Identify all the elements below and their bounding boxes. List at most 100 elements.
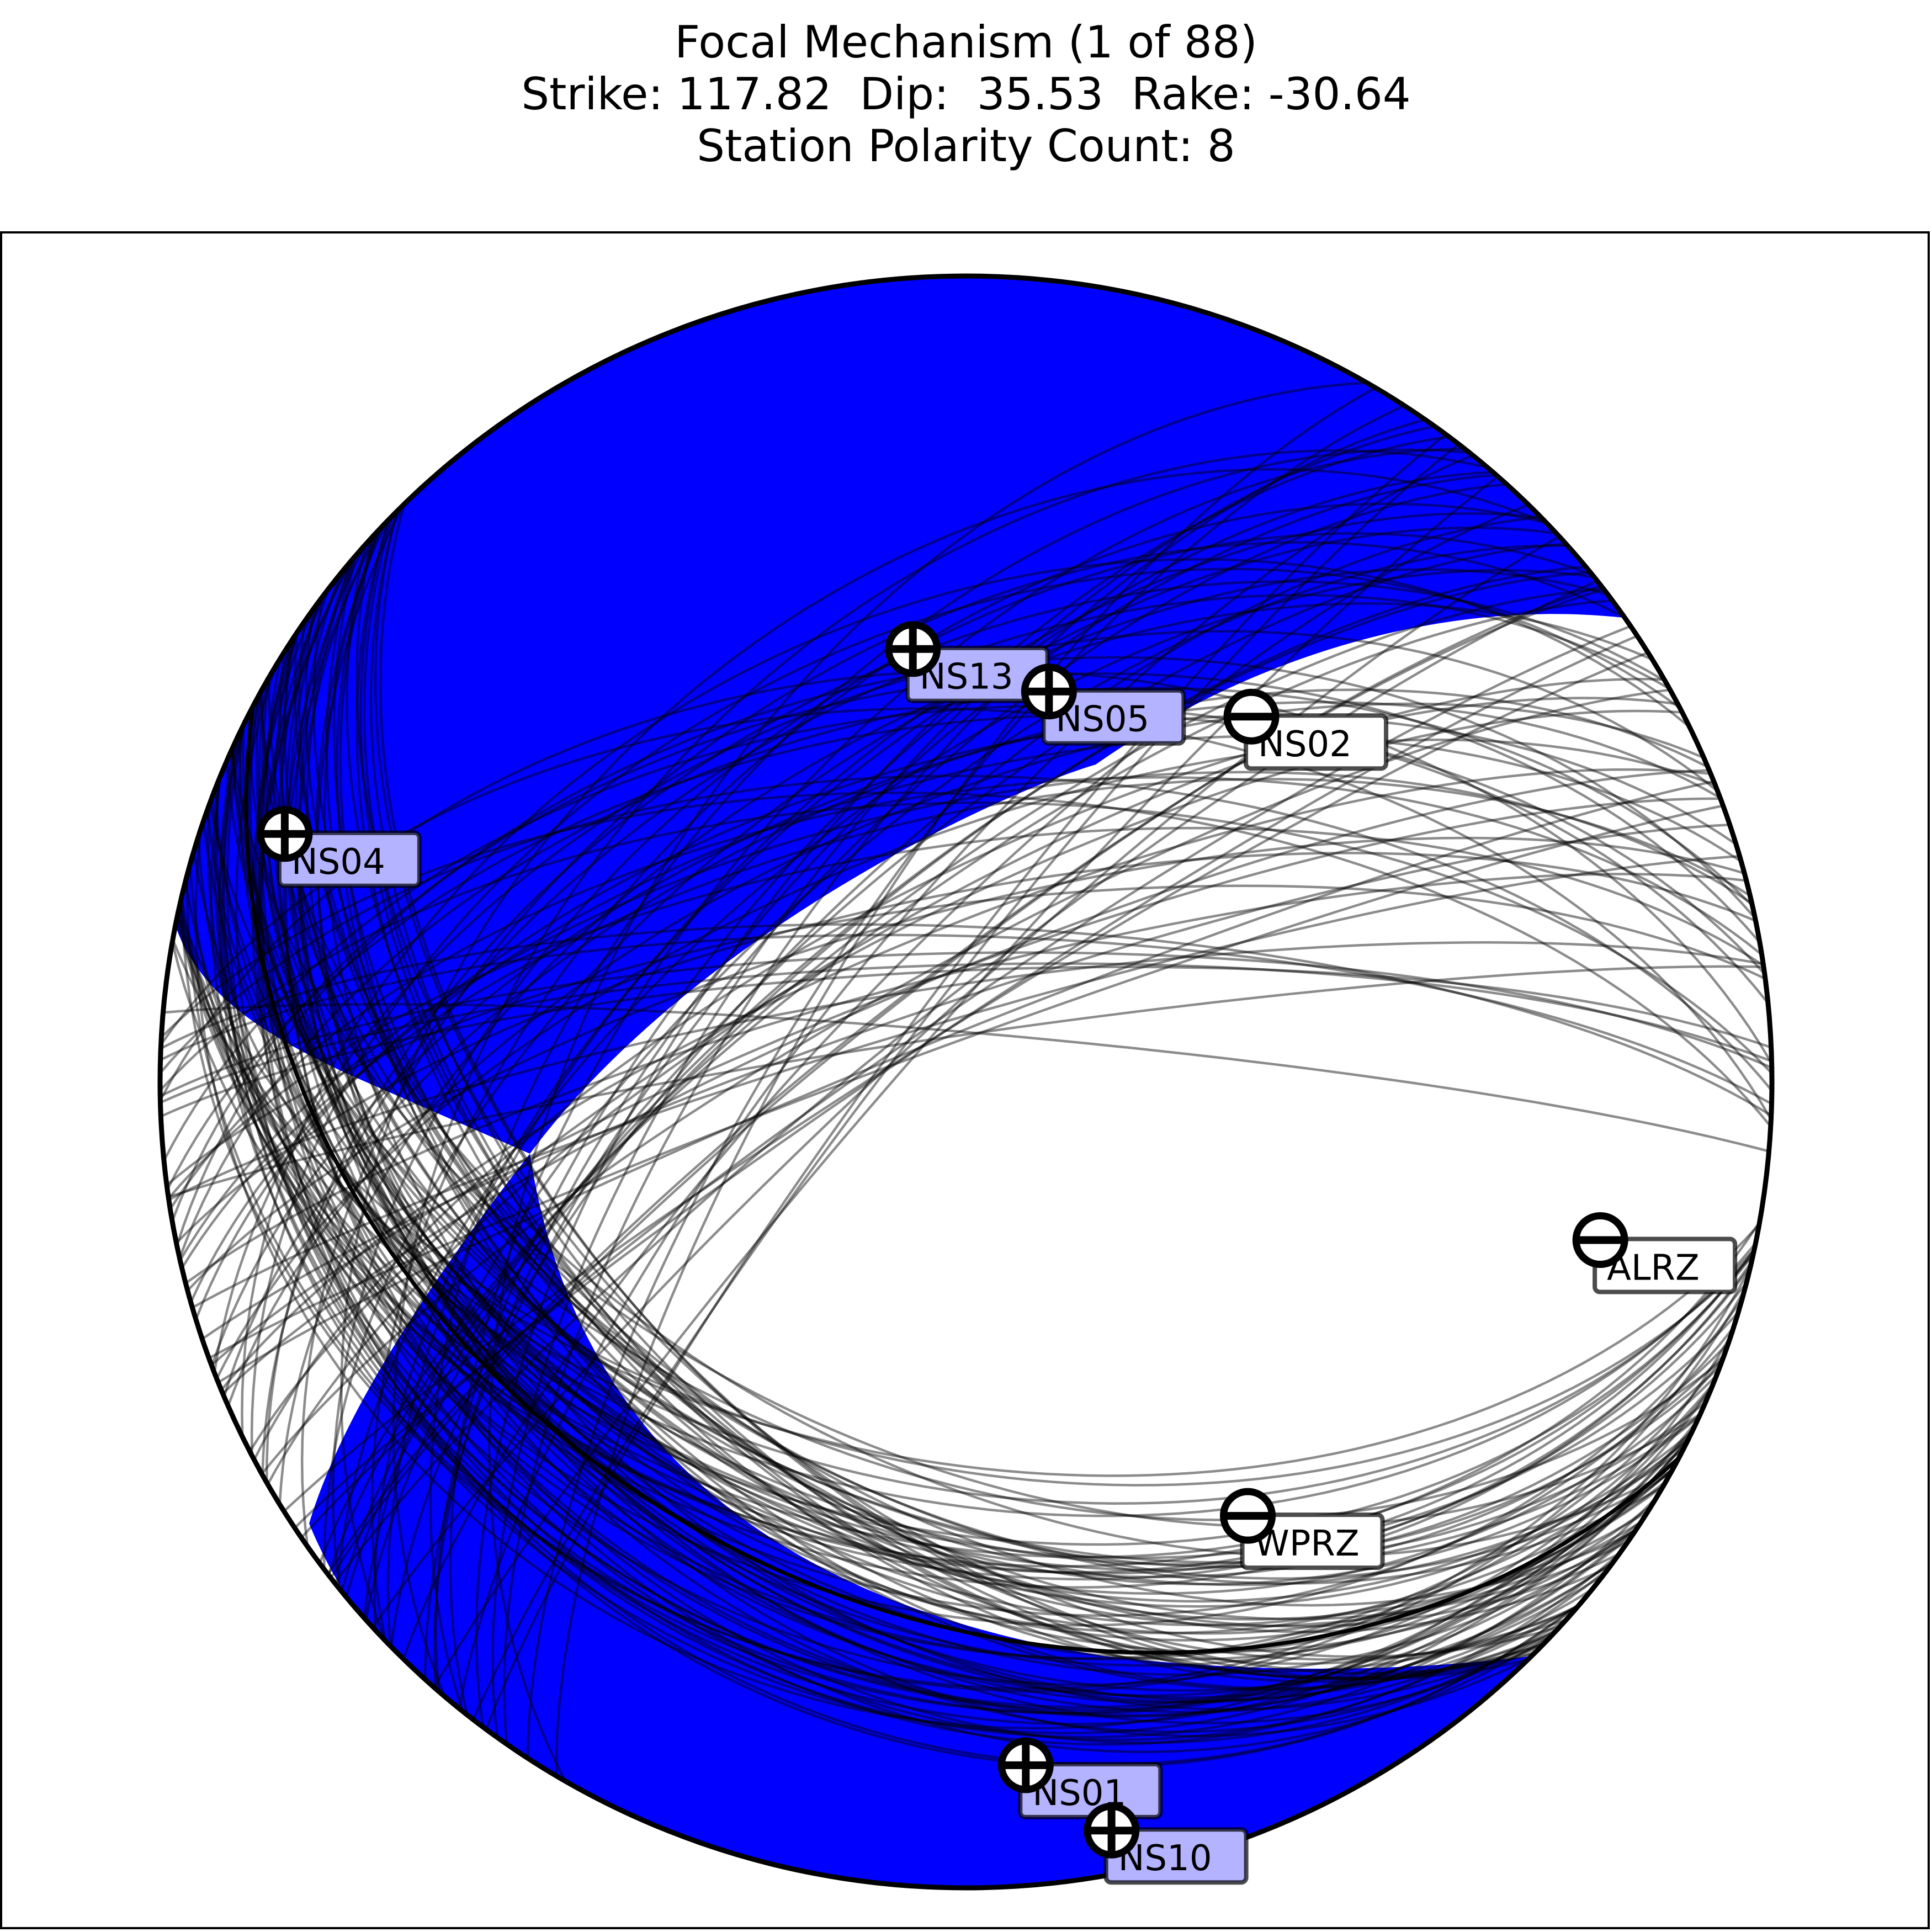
station-ns05: NS05	[1021, 664, 1186, 746]
nodal-plane-line	[211, 797, 1721, 1566]
nodal-plane-line	[167, 826, 1764, 1199]
nodal-plane-line	[251, 610, 1621, 1746]
nodal-plane-line	[175, 852, 1756, 1244]
nodal-plane-line	[179, 901, 1753, 1589]
nodal-plane-line	[503, 418, 1426, 1744]
nodal-plane-line	[241, 558, 1691, 1437]
nodal-plane-line	[370, 502, 1547, 1642]
nodal-plane-line	[283, 651, 1649, 1512]
nodal-plane-line	[171, 938, 1760, 1477]
nodal-plane-line	[345, 565, 1586, 1598]
nodal-plane-line	[364, 543, 1567, 1620]
nodal-plane-line	[201, 823, 1730, 1340]
nodal-plane-line	[192, 851, 1739, 1559]
nodal-plane-line	[261, 688, 1670, 1475]
nodal-plane-line	[176, 656, 1756, 1246]
nodal-plane-line	[171, 941, 1761, 1568]
nodal-plane-line	[176, 914, 1755, 1505]
nodal-plane-line	[185, 874, 1746, 1693]
nodal-plane-line	[160, 965, 1772, 1118]
nodal-plane-line	[230, 750, 1701, 1528]
nodal-plane-line	[208, 804, 1724, 1360]
nodal-plane-line	[221, 769, 1710, 1395]
nodal-plane-line	[215, 780, 1715, 1661]
compressional-quadrant	[166, 276, 1628, 1154]
nodal-plane-line	[227, 702, 1705, 1407]
nodal-plane-line	[374, 511, 1536, 1675]
nodal-plane-line	[555, 386, 1377, 1776]
nodal-plane-line	[268, 677, 1664, 1585]
nodal-plane-line	[187, 836, 1745, 1292]
nodal-plane-line	[373, 526, 1557, 1631]
station-count-line: Station Polarity Count: 8	[697, 120, 1235, 172]
nodal-plane-line	[340, 468, 1548, 1641]
chart-title: Focal Mechanism (1 of 88) Strike: 117.82…	[0, 17, 1932, 172]
nodal-plane-line	[327, 588, 1605, 1575]
nodal-plane-line	[336, 569, 1595, 1587]
nodal-plane-line	[222, 688, 1708, 1398]
nodal-plane-line	[323, 568, 1609, 1570]
nodal-plane-line	[330, 585, 1602, 1579]
station-ns01: NS01	[997, 1737, 1163, 1819]
chart-subtitle-line: Strike: 117.82 Dip: 35.53 Rake: -30.64	[521, 68, 1411, 120]
nodal-plane-line	[390, 516, 1541, 1647]
nodal-plane-line	[371, 535, 1560, 1628]
nodal-plane-line	[304, 609, 1620, 1628]
nodal-plane-line	[194, 829, 1733, 1730]
nodal-plane-line	[253, 697, 1678, 1461]
nodal-plane-line	[175, 920, 1757, 1517]
nodal-plane-line	[210, 775, 1713, 1715]
nodal-plane-line	[242, 724, 1690, 1608]
nodal-plane-line	[217, 780, 1715, 1384]
nodal-plane-line	[488, 381, 1367, 1782]
nodal-plane-line	[433, 474, 1496, 1689]
nodal-plane-line	[160, 951, 1772, 1097]
nodal-plane-line	[280, 634, 1638, 1653]
nodal-plane-line	[210, 700, 1721, 1367]
nodal-plane-line	[278, 602, 1653, 1505]
nodal-plane-line	[250, 567, 1681, 1456]
nodal-plane-line	[278, 652, 1649, 1621]
nodal-plane-line	[189, 735, 1742, 1303]
nodal-plane-line	[340, 571, 1591, 1592]
nodal-plane-line	[424, 483, 1507, 1680]
station-alrz: ALRZ	[1572, 1212, 1738, 1294]
nodal-plane-line	[160, 774, 1772, 1092]
nodal-plane-line	[210, 797, 1721, 1366]
nodal-plane-line	[160, 923, 1772, 1117]
nodal-plane-line	[160, 962, 1772, 1104]
station-wprz: WPRZ	[1220, 1488, 1385, 1570]
nodal-plane-line	[261, 643, 1643, 1697]
nodal-plane-line	[458, 454, 1473, 1709]
nodal-plane-line	[197, 836, 1735, 1617]
nodal-plane-line	[392, 449, 1488, 1697]
nodal-plane-line	[248, 709, 1682, 1452]
nodal-plane-line	[206, 805, 1724, 1660]
nodal-plane-line	[231, 748, 1701, 1568]
nodal-plane-line	[333, 580, 1598, 1584]
nodal-plane-line	[485, 433, 1447, 1730]
nodal-plane-line	[178, 687, 1754, 1259]
nodal-plane-line	[202, 820, 1729, 1572]
plot-frame	[0, 231, 1930, 1929]
nodal-plane-line	[255, 693, 1673, 1627]
nodal-plane-line	[226, 722, 1689, 1711]
nodal-plane-line	[266, 580, 1666, 1483]
nodal-plane-line	[284, 600, 1613, 1692]
station-ns04: NS04	[257, 806, 422, 888]
nodal-plane-line	[267, 677, 1664, 1485]
nodal-plane-line	[194, 714, 1737, 1320]
nodal-plane-line	[169, 776, 1763, 1210]
nodal-plane-line	[246, 695, 1674, 1667]
nodal-plane-line	[305, 558, 1580, 1702]
nodal-plane-line	[180, 896, 1751, 1690]
station-ns13: NS13	[885, 621, 1050, 703]
nodal-lines	[160, 381, 1772, 1782]
preferred-nodal-plane	[244, 705, 1680, 1655]
nodal-plane-line	[219, 743, 1699, 1715]
nodal-plane-line	[265, 659, 1653, 1661]
nodal-plane-line	[300, 625, 1631, 1539]
nodal-plane-line	[177, 909, 1754, 1546]
nodal-plane-line	[177, 912, 1755, 1559]
nodal-plane-line	[491, 425, 1435, 1738]
